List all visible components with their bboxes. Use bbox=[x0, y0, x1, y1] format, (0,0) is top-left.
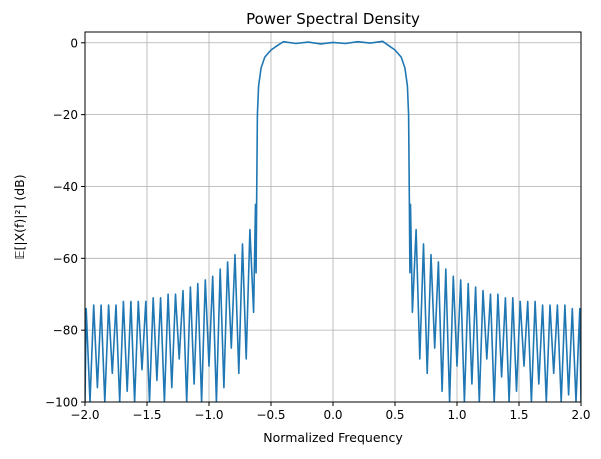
x-tick-label: 1.0 bbox=[447, 408, 466, 422]
y-tick-label: −20 bbox=[53, 108, 78, 122]
x-tick-label: −2.0 bbox=[70, 408, 99, 422]
y-tick-label: −40 bbox=[53, 180, 78, 194]
x-axis-label: Normalized Frequency bbox=[263, 430, 403, 445]
x-tick-label: 0.0 bbox=[323, 408, 342, 422]
y-axis-label: 𝔼[|X(f)|²] (dB) bbox=[12, 174, 27, 259]
x-tick-label: −1.5 bbox=[132, 408, 161, 422]
grid bbox=[84, 32, 582, 403]
y-tick-label: −80 bbox=[53, 324, 78, 338]
y-tick-label: 0 bbox=[70, 36, 78, 50]
x-tick-label: 2.0 bbox=[571, 408, 590, 422]
chart-title: Power Spectral Density bbox=[246, 10, 420, 28]
series-line bbox=[85, 40, 581, 402]
y-tick-label: −60 bbox=[53, 252, 78, 266]
y-tick-label: −100 bbox=[45, 396, 78, 410]
x-tick-label: −1.0 bbox=[194, 408, 223, 422]
ticks: −2.0 −1.5 −1.0 −0.5 0.0 0.5 1.0 1.5 2.0 0 −20 −40 −6… bbox=[45, 36, 591, 422]
x-tick-label: 1.5 bbox=[509, 408, 528, 422]
x-tick-label: 0.5 bbox=[385, 408, 404, 422]
x-tick-label: −0.5 bbox=[256, 408, 285, 422]
